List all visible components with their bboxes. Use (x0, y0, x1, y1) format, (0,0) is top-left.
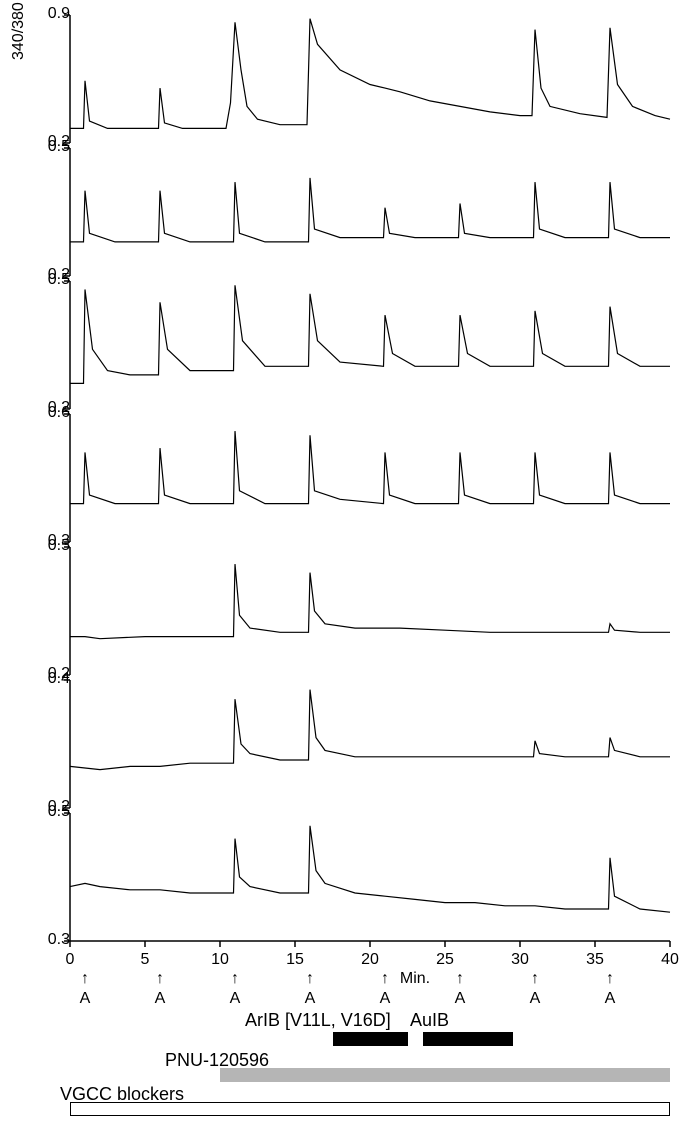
stimulus-label: A (530, 990, 541, 1008)
stimulus-arrow: ↑ (606, 970, 614, 988)
xtick-label: 40 (661, 951, 679, 969)
stimulus-arrow: ↑ (81, 970, 89, 988)
stimulus-label: A (455, 990, 466, 1008)
xtick-label: 35 (586, 951, 604, 969)
stimulus-arrow: ↑ (456, 970, 464, 988)
stimulus-label: A (305, 990, 316, 1008)
figure: 340/380 nm 0.20.90.20.50.20.50.30.60.20.… (0, 0, 700, 1123)
treatment-label: AuIB (410, 1010, 449, 1031)
stimulus-arrow: ↑ (306, 970, 314, 988)
ytick-label: 0.5 (40, 138, 70, 156)
stimulus-arrow: ↑ (156, 970, 164, 988)
stimulus-label: A (155, 990, 166, 1008)
stimulus-label: A (230, 990, 241, 1008)
trace-panel (70, 813, 670, 941)
xtick-label: 0 (66, 951, 75, 969)
xtick-label: 5 (141, 951, 150, 969)
stimulus-arrow: ↑ (531, 970, 539, 988)
trace-panel (70, 148, 670, 276)
stimulus-arrow: ↑ (381, 970, 389, 988)
ytick-label: 0.5 (40, 803, 70, 821)
trace-panel (70, 281, 670, 409)
xtick-label: 20 (361, 951, 379, 969)
yaxis-label: 340/380 nm (10, 0, 28, 60)
xtick-label: 15 (286, 951, 304, 969)
ytick-label: 0.4 (40, 670, 70, 688)
stimulus-label: A (80, 990, 91, 1008)
treatment-label: ArIB [V11L, V16D] (245, 1010, 391, 1031)
ytick-label: 0.6 (40, 404, 70, 422)
trace-panel (70, 15, 670, 143)
xtick-label: 25 (436, 951, 454, 969)
treatment-bar (423, 1032, 513, 1046)
xtick-label: 10 (211, 951, 229, 969)
ytick-label: 0.5 (40, 537, 70, 555)
stimulus-label: A (605, 990, 616, 1008)
xtick-label: 30 (511, 951, 529, 969)
ytick-label: 0.9 (40, 5, 70, 23)
treatment-bar (70, 1102, 670, 1116)
stimulus-label: A (380, 990, 391, 1008)
treatment-bar (333, 1032, 408, 1046)
stimulus-arrow: ↑ (231, 970, 239, 988)
ytick-label: 0.5 (40, 271, 70, 289)
treatment-bar (220, 1068, 670, 1082)
trace-panel (70, 680, 670, 808)
x-unit-label: Min. (400, 970, 430, 988)
ytick-label: 0.3 (40, 931, 70, 949)
trace-panel (70, 547, 670, 675)
trace-panel (70, 414, 670, 542)
